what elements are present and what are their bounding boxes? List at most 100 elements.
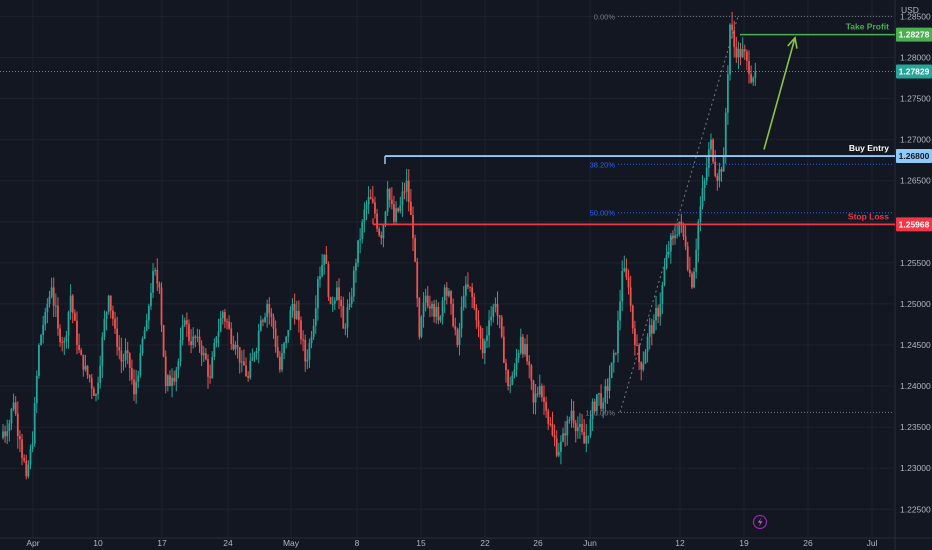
price-line-label: Stop Loss bbox=[848, 211, 889, 221]
candle-body bbox=[329, 296, 332, 304]
candle-body bbox=[631, 305, 634, 329]
candle-body bbox=[581, 424, 583, 433]
candle-body bbox=[257, 330, 260, 351]
candle-body bbox=[464, 284, 467, 296]
candle-body bbox=[598, 393, 600, 395]
candle-body bbox=[25, 460, 28, 477]
target-arrow-shaft bbox=[763, 37, 796, 150]
candle-body bbox=[355, 262, 357, 271]
candle-body bbox=[97, 382, 99, 395]
candle-body bbox=[475, 308, 478, 321]
candle-body bbox=[707, 149, 710, 168]
candle-body bbox=[376, 213, 378, 229]
candle-body bbox=[591, 401, 594, 419]
candle-body bbox=[213, 342, 216, 357]
candle-body bbox=[126, 350, 129, 354]
x-tick-label: Jul bbox=[867, 538, 878, 548]
candle-body bbox=[703, 180, 706, 188]
candle-body bbox=[312, 325, 315, 337]
candle-body bbox=[566, 420, 569, 436]
candle-body bbox=[33, 403, 36, 444]
candle-body bbox=[42, 324, 45, 336]
candle-body bbox=[249, 360, 252, 378]
candle-body bbox=[166, 375, 169, 387]
candle-body bbox=[534, 393, 537, 403]
candle-body bbox=[462, 295, 465, 307]
candle-body bbox=[331, 303, 334, 305]
price-badge-current bbox=[896, 64, 932, 79]
currency-label: USD bbox=[901, 5, 919, 15]
candle-body bbox=[111, 310, 114, 319]
candle-body bbox=[27, 464, 30, 477]
candle-body bbox=[428, 306, 431, 309]
candle-body bbox=[266, 303, 269, 318]
candle-body bbox=[57, 305, 59, 329]
candle-body bbox=[29, 449, 32, 465]
candle-body bbox=[606, 386, 609, 391]
candle-body bbox=[743, 49, 746, 52]
candle-body bbox=[268, 303, 271, 313]
candle-body bbox=[181, 325, 184, 341]
candle-body bbox=[135, 381, 138, 395]
candle-body bbox=[251, 357, 254, 361]
candle-body bbox=[401, 191, 404, 206]
candle-body bbox=[604, 386, 607, 403]
candle-body bbox=[316, 279, 319, 309]
fib-level-label: 50.00% bbox=[590, 209, 616, 218]
candle-body bbox=[754, 71, 757, 78]
candle-body bbox=[63, 340, 66, 343]
x-tick-label: May bbox=[283, 538, 300, 548]
candle-body bbox=[659, 303, 662, 317]
candle-body bbox=[412, 214, 414, 239]
lightning-icon[interactable] bbox=[752, 514, 768, 530]
candle-body bbox=[657, 307, 660, 317]
candle-body bbox=[61, 342, 64, 344]
candle-body bbox=[95, 394, 97, 396]
candle-body bbox=[255, 350, 258, 354]
candle-body bbox=[570, 410, 573, 420]
candle-body bbox=[359, 239, 362, 241]
candle-body bbox=[699, 206, 702, 222]
x-tick-label: 8 bbox=[355, 538, 360, 548]
candle-body bbox=[665, 254, 668, 268]
candle-body bbox=[245, 365, 247, 377]
candle-body bbox=[532, 380, 535, 403]
candle-body bbox=[420, 317, 423, 337]
candle-body bbox=[150, 292, 152, 307]
candle-body bbox=[443, 287, 446, 301]
candle-body bbox=[397, 208, 400, 212]
candle-body bbox=[230, 328, 233, 344]
candle-body bbox=[593, 401, 596, 411]
candle-body bbox=[739, 48, 742, 57]
x-tick-label: 26 bbox=[533, 538, 543, 548]
candle-body bbox=[403, 191, 406, 193]
candle-body bbox=[8, 423, 11, 432]
candle-body bbox=[557, 451, 560, 456]
candle-body bbox=[705, 167, 708, 181]
candle-body bbox=[547, 410, 550, 424]
candle-body bbox=[644, 351, 647, 364]
candle-body bbox=[346, 307, 349, 328]
candle-body bbox=[114, 318, 116, 329]
candle-body bbox=[526, 344, 529, 362]
candle-body bbox=[44, 312, 47, 325]
candle-body bbox=[71, 295, 74, 313]
price-line-label: Take Profit bbox=[846, 22, 889, 32]
candle-body bbox=[623, 268, 626, 272]
candle-body bbox=[483, 340, 486, 354]
candle-body bbox=[101, 336, 104, 366]
candle-body bbox=[169, 375, 171, 387]
candle-body bbox=[636, 344, 638, 346]
candle-body bbox=[285, 336, 288, 344]
candle-body bbox=[215, 336, 218, 343]
x-tick-label: 15 bbox=[416, 538, 426, 548]
candle-body bbox=[524, 344, 526, 355]
candle-body bbox=[217, 331, 220, 337]
candle-body bbox=[238, 347, 241, 363]
candle-body bbox=[333, 300, 336, 304]
candle-body bbox=[10, 408, 13, 424]
candle-body bbox=[105, 312, 108, 319]
candle-body bbox=[678, 221, 681, 235]
